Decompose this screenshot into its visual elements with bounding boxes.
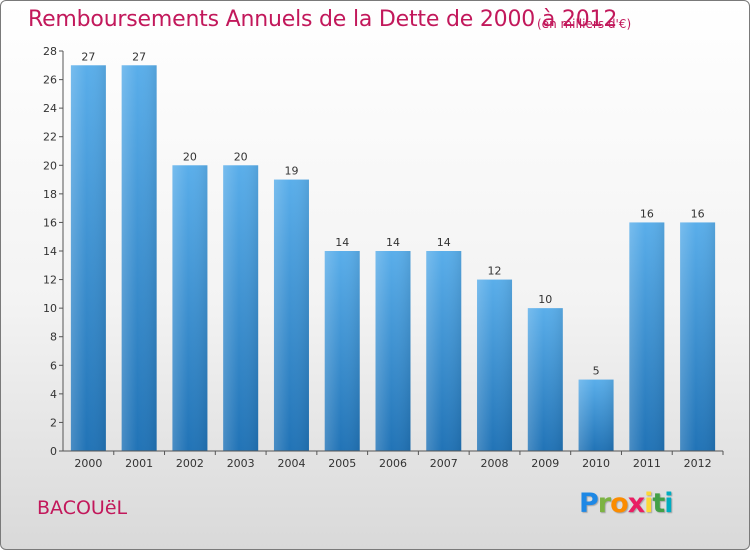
y-tick-label: 8 [50, 331, 57, 344]
proxiti-logo: Proxiti [579, 488, 674, 519]
logo-letter: i [664, 488, 673, 519]
x-tick-label: 2010 [582, 457, 610, 470]
bar-shine [629, 222, 665, 451]
data-label: 16 [691, 207, 705, 220]
y-tick-label: 18 [43, 188, 57, 201]
bar-shine [273, 179, 309, 452]
x-tick-label: 2001 [125, 457, 153, 470]
commune-name: BACOUëL [37, 497, 128, 519]
axes-layer [59, 50, 724, 455]
y-tick-label: 6 [50, 359, 57, 372]
y-tick-label: 26 [43, 74, 57, 87]
logo-letter: t [652, 488, 665, 519]
data-label: 16 [640, 207, 654, 220]
bar-shine [578, 379, 614, 451]
data-label: 14 [386, 236, 400, 249]
bar-shine [477, 279, 513, 451]
data-label: 27 [132, 50, 146, 63]
data-label: 5 [593, 365, 600, 378]
data-label: 19 [284, 165, 298, 178]
bar-shine [324, 251, 360, 451]
x-tick-label: 2002 [176, 457, 204, 470]
bar-shine [527, 308, 563, 451]
labels-layer: 2720002720012020022020031920041420051420… [43, 45, 712, 470]
logo-letter: x [627, 488, 645, 519]
logo-letter: P [579, 488, 599, 519]
y-tick-label: 20 [43, 159, 57, 172]
bar-shine [121, 65, 157, 452]
x-tick-label: 2011 [633, 457, 661, 470]
x-tick-label: 2003 [227, 457, 255, 470]
data-label: 14 [437, 236, 451, 249]
x-tick-label: 2009 [531, 457, 559, 470]
data-label: 10 [538, 293, 552, 306]
bar-shine [680, 222, 716, 451]
x-tick-label: 2007 [430, 457, 458, 470]
y-tick-label: 22 [43, 131, 57, 144]
data-label: 12 [488, 265, 502, 278]
bar-shine [70, 65, 106, 452]
bar-shine [172, 165, 208, 452]
data-label: 27 [81, 50, 95, 63]
y-tick-label: 10 [43, 302, 57, 315]
chart-title: Remboursements Annuels de la Dette de 20… [28, 7, 618, 32]
x-tick-label: 2004 [277, 457, 305, 470]
data-label: 20 [234, 150, 248, 163]
y-tick-label: 12 [43, 274, 57, 287]
y-tick-label: 0 [50, 445, 57, 458]
y-tick-label: 4 [50, 388, 57, 401]
y-tick-label: 14 [43, 245, 57, 258]
x-tick-label: 2008 [481, 457, 509, 470]
chart-subtitle: (en milliers d'€) [537, 17, 632, 31]
logo-letter: i [644, 488, 653, 519]
data-label: 20 [183, 150, 197, 163]
y-tick-label: 2 [50, 416, 57, 429]
data-label: 14 [335, 236, 349, 249]
x-tick-label: 2012 [684, 457, 712, 470]
y-tick-label: 16 [43, 216, 57, 229]
bar-shine [375, 251, 411, 451]
x-tick-label: 2005 [328, 457, 356, 470]
bars-layer [70, 65, 716, 452]
bar-shine [426, 251, 462, 451]
bar-shine [223, 165, 259, 452]
y-tick-label: 24 [43, 102, 57, 115]
logo-letter: r [597, 488, 611, 519]
x-tick-label: 2000 [74, 457, 102, 470]
logo-letter: o [610, 488, 629, 519]
y-tick-label: 28 [43, 45, 57, 58]
x-tick-label: 2006 [379, 457, 407, 470]
